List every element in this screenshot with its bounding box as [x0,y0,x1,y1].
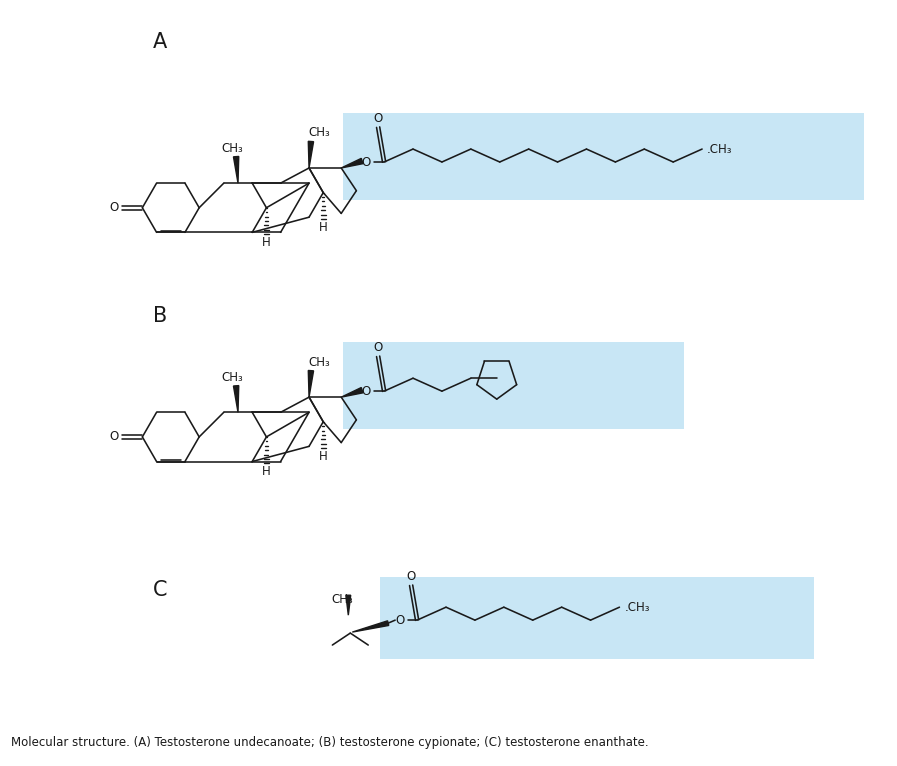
Text: O: O [109,201,118,214]
Polygon shape [309,371,314,397]
Text: O: O [109,430,118,444]
Text: O: O [373,341,383,354]
Text: CH₃: CH₃ [332,593,353,606]
Text: H: H [262,236,271,249]
Polygon shape [233,385,239,412]
Text: CH₃: CH₃ [309,355,330,368]
Polygon shape [346,595,351,615]
Polygon shape [353,620,388,632]
FancyBboxPatch shape [380,578,814,659]
Text: A: A [152,32,167,52]
Polygon shape [341,388,363,397]
Text: O: O [406,570,415,583]
Text: O: O [373,112,383,125]
FancyBboxPatch shape [344,113,864,200]
Text: CH₃: CH₃ [222,142,243,155]
Text: H: H [318,450,327,463]
Text: C: C [152,581,168,601]
Polygon shape [309,141,314,168]
Text: Molecular structure. (A) Testosterone undecanoate; (B) testosterone cypionate; (: Molecular structure. (A) Testosterone un… [12,735,649,748]
Text: CH₃: CH₃ [222,371,243,384]
Text: O: O [396,614,405,627]
Text: H: H [262,466,271,479]
Text: .CH₃: .CH₃ [624,601,650,614]
Text: .CH₃: .CH₃ [707,142,733,155]
Polygon shape [341,159,363,168]
FancyBboxPatch shape [344,342,684,429]
Polygon shape [233,156,239,183]
Text: CH₃: CH₃ [309,126,330,139]
Text: O: O [361,155,370,169]
Text: O: O [361,385,370,398]
Text: H: H [318,221,327,234]
Text: B: B [152,306,167,326]
